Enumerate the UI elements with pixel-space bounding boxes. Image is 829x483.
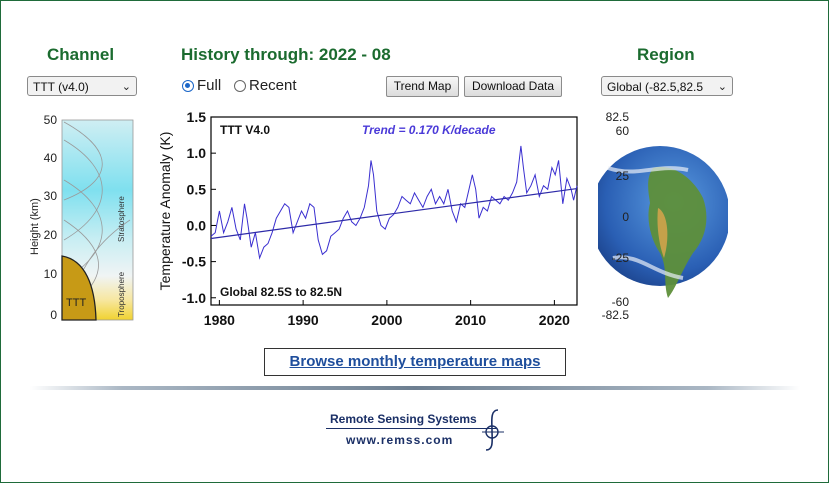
radio-selected-icon [182,79,194,92]
series-label: TTT V4.0 [220,123,270,137]
y-tick-label: 1.0 [187,145,207,161]
lat-label: 25 [616,169,630,183]
download-data-button[interactable]: Download Data [464,76,562,97]
x-ticks: 1980 1990 2000 2010 2020 [204,300,570,328]
region-select-value: Global (-82.5,82.5 [607,80,704,94]
logo-rule [326,428,496,429]
radio-full[interactable]: Full [182,77,221,94]
radio-unselected-icon [234,79,246,92]
browse-maps-link[interactable]: Browse monthly temperature maps [264,348,566,376]
height-tick-label: 30 [44,189,58,203]
plot-area [210,116,578,306]
continent-shape [648,167,707,298]
stratosphere-label: Stratosphere [117,196,126,242]
height-tick-label: 40 [44,151,58,165]
lat-label: -82.5 [602,308,630,322]
divider-bar [30,386,800,390]
history-heading: History through: 2022 - 08 [181,45,391,64]
radio-recent-label: Recent [249,77,297,94]
region-globe-panel: 82.5 60 25 0 -25 -60 -82.5 [598,110,728,322]
radio-recent[interactable]: Recent [234,77,297,94]
rss-logo-icon [482,409,504,451]
height-tick-label: 20 [44,228,58,242]
lat-label: -60 [612,295,630,309]
series-group [210,145,578,260]
x-tick-label: 2010 [455,312,486,328]
region-select[interactable]: Global (-82.5,82.5 ⌄ [601,76,733,96]
radio-full-label: Full [197,77,222,94]
trend-map-button[interactable]: Trend Map [386,76,459,97]
height-tick-label: 0 [50,308,57,322]
x-tick-label: 2000 [371,312,402,328]
region-heading: Region [637,45,695,64]
troposphere-label: Troposphere [117,271,126,317]
x-tick-label: 1990 [288,312,319,328]
cloud-band [607,166,689,280]
latitude-labels: 82.5 60 25 0 -25 -60 -82.5 [602,110,630,322]
temperature-anomaly-chart: Temperature Anomaly (K) TTT V4.0 Trend =… [157,109,578,328]
lat-label: 60 [616,124,630,138]
channel-select[interactable]: TTT (v4.0) ⌄ [27,76,137,96]
trend-text: Trend = 0.170 K/decade [362,123,496,137]
height-axis-label: Height (km) [29,198,41,255]
chevron-down-icon: ⌄ [717,81,727,93]
height-tick-label: 10 [44,267,58,281]
y-axis-label: Temperature Anomaly (K) [157,132,173,291]
channel-heading: Channel [47,45,115,64]
y-tick-label: -0.5 [182,254,206,270]
continent-highlight [657,208,668,258]
y-tick-label: 1.5 [187,109,207,125]
channel-tag: TTT [66,297,86,309]
height-tick-label: 50 [44,113,58,127]
channel-select-value: TTT (v4.0) [33,80,89,94]
weighting-function-panel: TTT Stratosphere Troposphere 50 40 30 20… [29,113,134,322]
lat-label: 82.5 [606,110,630,124]
lat-label: 0 [622,210,629,224]
x-tick-label: 2020 [539,312,570,328]
region-text: Global 82.5S to 82.5N [220,285,342,299]
org-url[interactable]: www.remss.com [346,433,454,447]
org-name: Remote Sensing Systems [330,412,477,426]
y-ticks: 1.5 1.0 0.5 0.0 -0.5 -1.0 [182,109,216,306]
height-ticks: 50 40 30 20 10 0 [44,113,58,322]
x-tick-label: 1980 [204,312,235,328]
y-tick-label: 0.5 [187,181,207,197]
ttt-weighting-fill [61,255,97,321]
y-tick-label: -1.0 [182,290,206,306]
y-tick-label: 0.0 [187,217,207,233]
lat-label: -25 [612,251,630,265]
trend-line [210,187,578,240]
chevron-down-icon: ⌄ [121,81,131,93]
